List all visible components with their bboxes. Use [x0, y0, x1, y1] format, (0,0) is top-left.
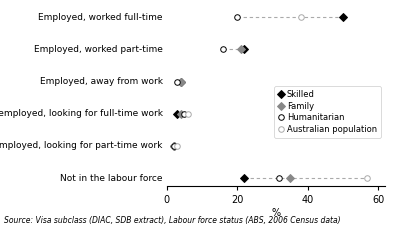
Text: Source: Visa subclass (DIAC, SDB extract), Labour force status (ABS, 2006 Census: Source: Visa subclass (DIAC, SDB extract…: [4, 216, 341, 225]
Text: Unemployed, looking for part-time work: Unemployed, looking for part-time work: [0, 141, 163, 151]
Text: Unemployed, looking for full-time work: Unemployed, looking for full-time work: [0, 109, 163, 118]
Text: Employed, away from work: Employed, away from work: [40, 77, 163, 86]
Text: Employed, worked part-time: Employed, worked part-time: [34, 45, 163, 54]
Legend: Skilled, Family, Humanitarian, Australian population: Skilled, Family, Humanitarian, Australia…: [274, 86, 381, 138]
Text: Not in the labour force: Not in the labour force: [60, 174, 163, 183]
Text: Employed, worked full-time: Employed, worked full-time: [38, 13, 163, 22]
X-axis label: %: %: [272, 208, 280, 218]
